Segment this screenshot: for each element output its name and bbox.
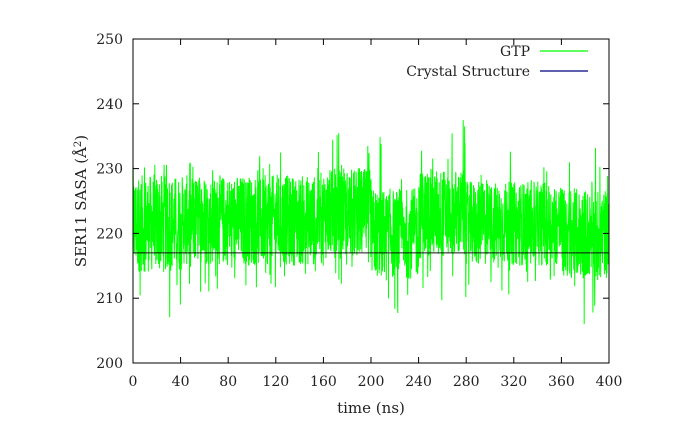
y-axis-label: SER11 SASA (Å2) (72, 135, 90, 267)
y-tick-label: 220 (96, 226, 123, 242)
legend-label-crystal-structure: Crystal Structure (406, 64, 530, 80)
x-axis-label: time (ns) (337, 399, 405, 417)
series-layer (132, 120, 610, 325)
x-tick-label: 400 (596, 374, 623, 390)
legend-label-gtp: GTP (500, 44, 530, 60)
y-tick-label: 250 (96, 32, 123, 48)
y-axis-label-superscript: 2 (73, 141, 84, 147)
x-tick-label: 120 (262, 374, 289, 390)
x-tick-label: 280 (453, 374, 480, 390)
x-tick-label: 360 (548, 374, 575, 390)
y-axis-label-end: ) (72, 135, 90, 141)
x-tick-label: 160 (310, 374, 337, 390)
x-tick-label: 320 (500, 374, 527, 390)
y-tick-label: 210 (96, 291, 123, 307)
x-tick-label: 80 (219, 374, 237, 390)
x-tick-label: 240 (405, 374, 432, 390)
y-axis-label-main: SER11 SASA (Å (72, 147, 90, 267)
y-tick-label: 240 (96, 97, 123, 113)
axis-ticks: 0 40 80 120 160 200 240 280 320 360 400 200 210 220 23… (96, 32, 622, 390)
y-tick-label: 200 (96, 356, 123, 372)
y-tick-label: 230 (96, 162, 123, 178)
series-gtp-line (132, 120, 610, 325)
x-tick-label: 0 (129, 374, 138, 390)
x-tick-label: 40 (172, 374, 190, 390)
legend: GTP Crystal Structure (406, 44, 588, 80)
x-tick-label: 200 (358, 374, 385, 390)
